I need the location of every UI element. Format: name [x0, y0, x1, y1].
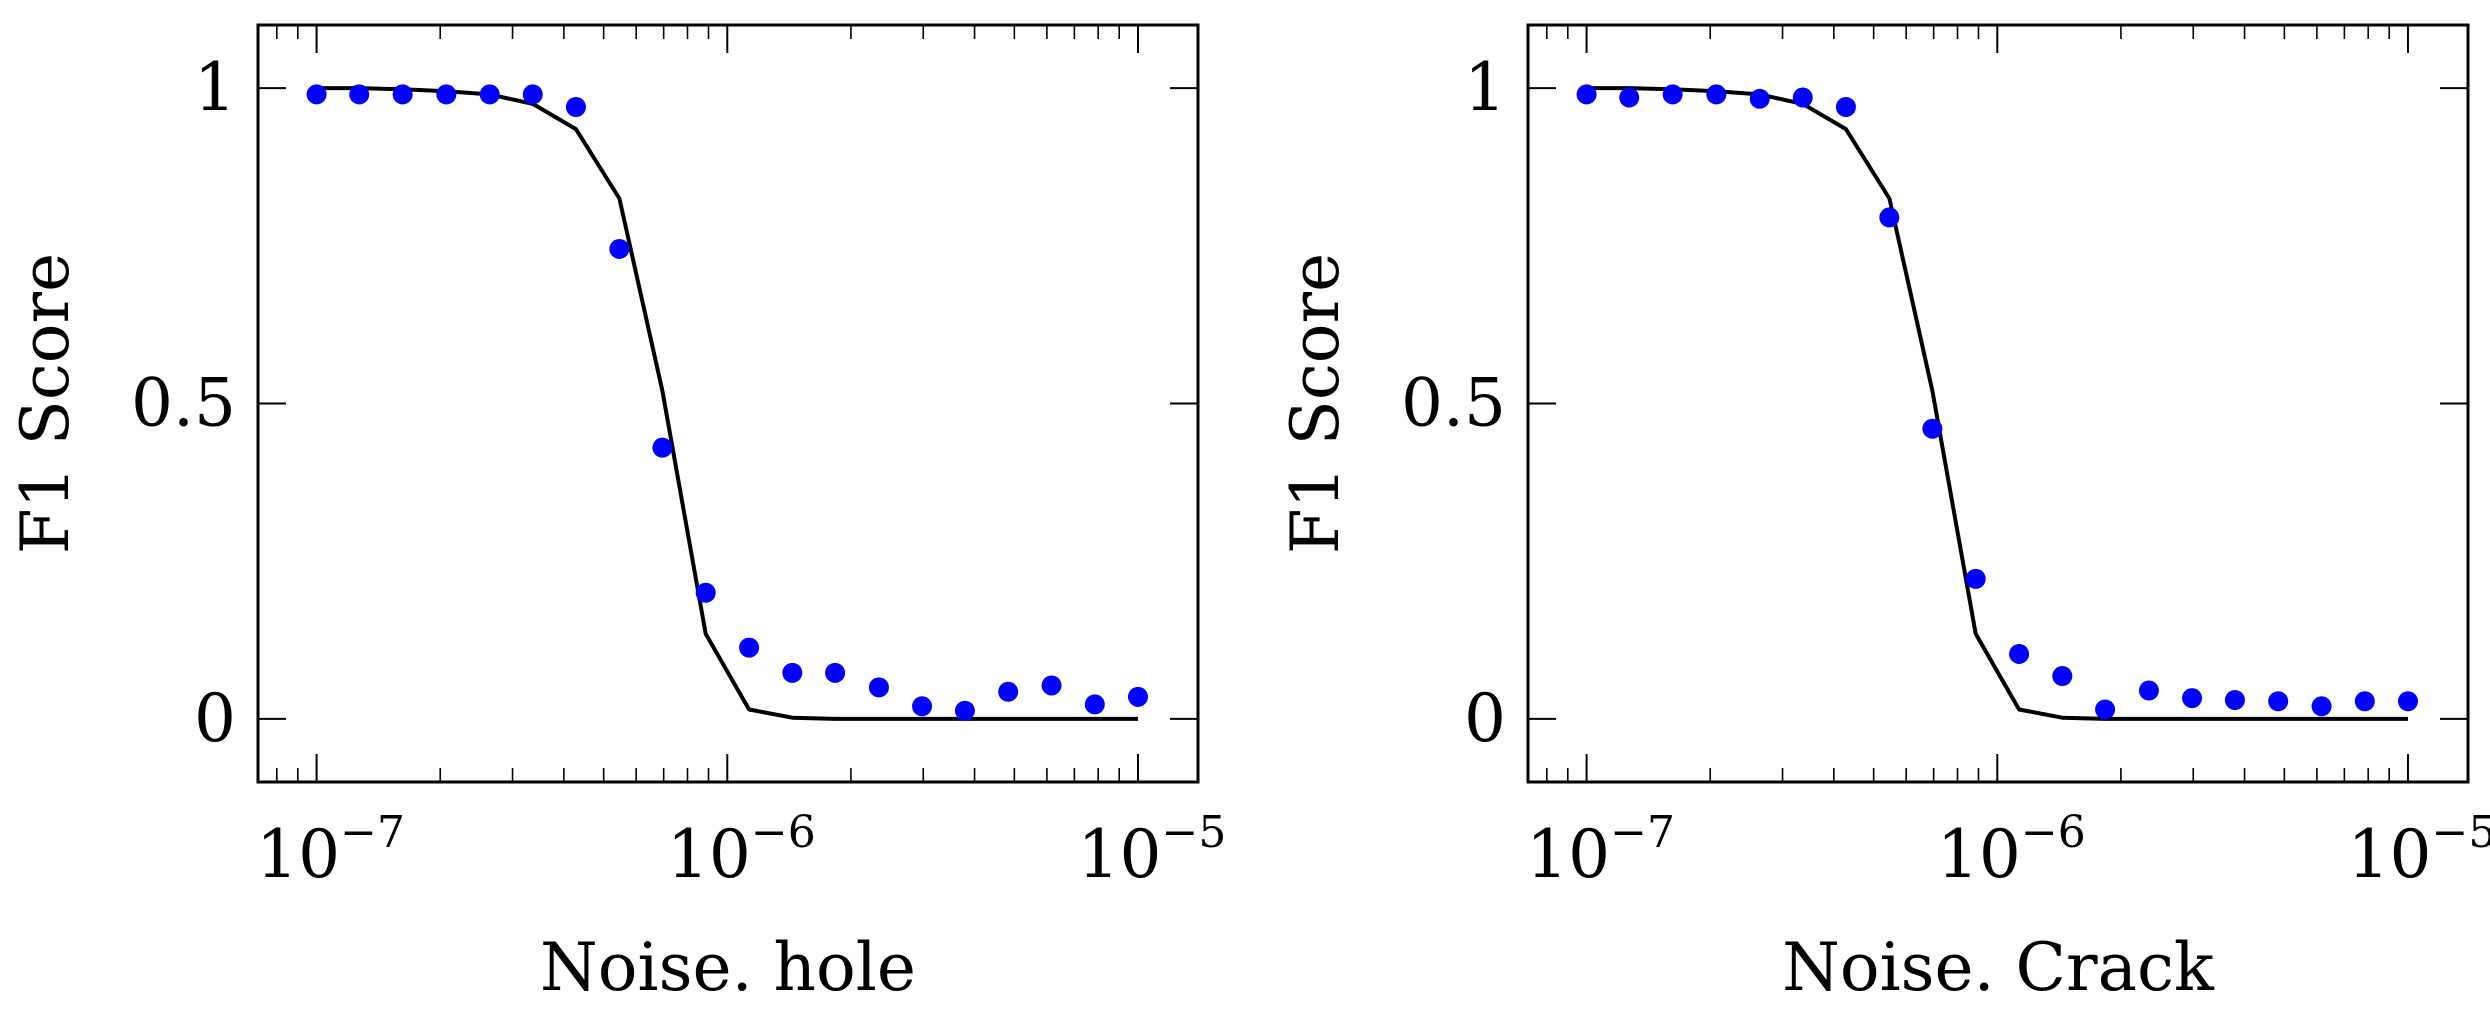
- chart-1-fit-line: [316, 86, 1138, 721]
- chart-1-data-point: [825, 662, 846, 683]
- chart-2-y-tick-label: 0: [1464, 680, 1506, 757]
- chart-2-data-point: [1879, 207, 1900, 228]
- chart-2-x-tick-base: 10: [1937, 816, 2021, 893]
- chart-1-data-point: [782, 662, 803, 683]
- chart-1-data-point: [392, 84, 413, 105]
- chart-1-y-tick-label: 0.5: [131, 365, 236, 442]
- chart-1-data-point: [479, 84, 500, 105]
- chart-2-x-tick-label: 10−6: [1937, 807, 2086, 893]
- chart-1-x-tick-label: 10−6: [667, 807, 816, 893]
- chart-1-x-tick-label: 10−7: [256, 807, 405, 893]
- chart-2-x-tick-base: 10: [2348, 816, 2432, 893]
- chart-2-y-tick-label: 0.5: [1401, 365, 1506, 442]
- chart-2-x-tick-label: 10−7: [1526, 807, 1675, 893]
- chart-1-x-tick-exponent: −6: [751, 807, 816, 858]
- chart-1-data-point: [522, 84, 543, 105]
- chart-1-x-tick-label: 10−5: [1078, 807, 1227, 893]
- chart-2-data-point: [1835, 97, 1856, 118]
- chart-1-y-tick-label: 0: [194, 680, 236, 757]
- chart-1-data-point: [998, 681, 1019, 702]
- chart-2-x-axis-label: Noise. Crack: [1782, 929, 2215, 1006]
- chart-2-data-point: [1576, 84, 1597, 105]
- chart-2-data-point: [2354, 691, 2375, 712]
- chart-1-y-axis-label: F1 Score: [7, 253, 84, 554]
- chart-2-data-point: [1965, 568, 1986, 589]
- chart-2-y-tick-label: 1: [1464, 49, 1506, 126]
- chart-1-data-point: [695, 582, 716, 603]
- chart-2-data-point: [1749, 88, 1770, 109]
- chart-2-data-point: [1792, 87, 1813, 108]
- chart-2-data-point: [2009, 643, 2030, 664]
- chart-1-x-tick-base: 10: [667, 816, 751, 893]
- chart-2-data-point: [2182, 688, 2203, 709]
- chart-2-plot-frame: [1526, 23, 2470, 784]
- chart-2-data-point: [2224, 689, 2245, 710]
- chart-2-x-tick-exponent: −7: [1610, 807, 1675, 858]
- chart-1-data-point: [1127, 686, 1148, 707]
- chart-2-data-point: [2052, 666, 2073, 687]
- chart-2-data-point: [1619, 87, 1640, 108]
- chart-2-data-point: [1706, 84, 1727, 105]
- chart-1-data-point: [349, 84, 370, 105]
- chart-1-data-point: [609, 238, 630, 259]
- chart-2-data-point: [1922, 418, 1943, 439]
- chart-1-data-point: [436, 84, 457, 105]
- chart-2-data-point: [2397, 691, 2418, 712]
- chart-2-x-tick-exponent: −6: [2021, 807, 2086, 858]
- chart-1-data-point: [739, 637, 760, 658]
- chart-2-data-point: [2311, 696, 2332, 717]
- chart-1-x-tick-base: 10: [1078, 816, 1162, 893]
- chart-1-data-point: [868, 677, 889, 698]
- chart-1-data-point: [1084, 694, 1105, 715]
- chart-2-data-point: [2138, 680, 2159, 701]
- chart-2-fit-line: [1586, 86, 2408, 721]
- chart-2-y-axis-label: F1 Score: [1277, 253, 1354, 554]
- chart-1-data-point: [565, 97, 586, 118]
- chart-1-y-tick-label: 1: [194, 49, 236, 126]
- chart-2-x-tick-exponent: −5: [2432, 807, 2490, 858]
- chart-1-data-point: [652, 437, 673, 458]
- chart-1-data-point: [954, 700, 975, 721]
- chart-1-x-axis-label: Noise. hole: [540, 929, 916, 1006]
- chart-1-data-point: [912, 696, 933, 717]
- chart-2-x-tick-base: 10: [1526, 816, 1610, 893]
- chart-1-plot-frame: [256, 23, 1200, 784]
- chart-1-x-tick-exponent: −5: [1162, 807, 1227, 858]
- chart-1-data-point: [306, 84, 327, 105]
- chart-2-data-point: [2268, 691, 2289, 712]
- chart-1-x-tick-base: 10: [256, 816, 340, 893]
- chart-1-data-point: [1041, 675, 1062, 696]
- chart-2-data-point: [2095, 699, 2116, 720]
- chart-2-x-tick-label: 10−5: [2348, 807, 2490, 893]
- chart-1-x-tick-exponent: −7: [340, 807, 405, 858]
- chart-2-data-point: [1662, 84, 1683, 105]
